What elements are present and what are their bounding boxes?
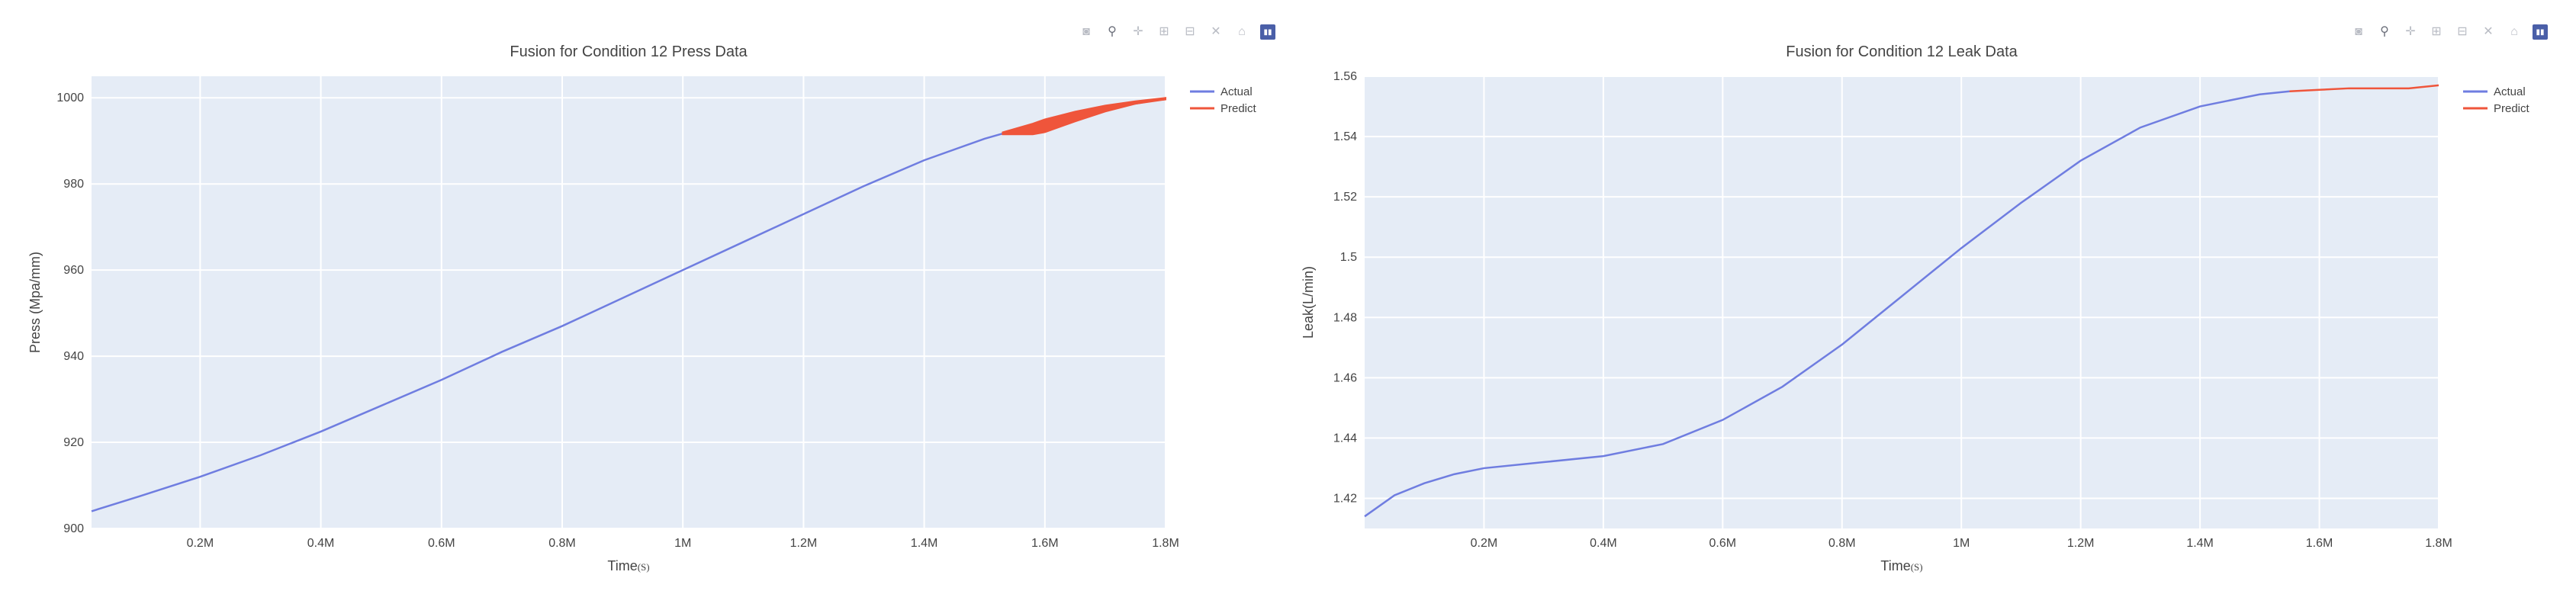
legend-label: Predict (2494, 102, 2530, 115)
legend-item-actual[interactable]: Actual (1190, 85, 1253, 98)
press-chart[interactable]: 0.2M 0.4M 0.6M 0.8M 1M 1.2M 1.4M 1.6M 1.8M 900 920… (0, 0, 1288, 587)
leak-chart-panel: ◙ ⚲ ✛ ⊞ ⊟ ✕ ⌂ ▮▮ 0.2M 0.4M 0.6M 0.8M 1M 1.2M 1.4M 1.6M… (1288, 0, 2576, 587)
x-tick-label: 1.2M (790, 537, 818, 550)
y-tick-label: 1.44 (1333, 432, 1357, 445)
autoscale-icon[interactable]: ✕ (2483, 25, 2494, 38)
x-tick-label: 0.6M (1709, 537, 1737, 550)
x-tick-label: 1.8M (2425, 537, 2452, 550)
y-tick-label: 940 (63, 350, 84, 363)
x-tick-label: 0.4M (307, 537, 335, 550)
zoom-out-icon[interactable]: ⊟ (2457, 25, 2468, 38)
press-chart-panel: ◙ ⚲ ✛ ⊞ ⊟ ✕ ⌂ ▮▮ 0.2M 0.4M 0.6M 0.8M 1M 1.2M 1.4M 1.6M… (0, 0, 1288, 587)
x-tick-label: 0.2M (1471, 537, 1498, 550)
legend-item-predict[interactable]: Predict (2463, 102, 2530, 115)
y-tick-label: 900 (63, 522, 84, 535)
pan-icon[interactable]: ✛ (1133, 25, 1143, 38)
plot-area[interactable] (92, 76, 1166, 528)
pan-icon[interactable]: ✛ (2405, 25, 2416, 38)
y-tick-label: 1000 (56, 92, 84, 104)
chart-title: Fusion for Condition 12 Press Data (510, 43, 748, 60)
series-actual-line[interactable] (91, 98, 1166, 512)
x-tick-label: 0.8M (548, 537, 576, 550)
y-axis-label: Leak(L/min) (1301, 266, 1316, 339)
legend-label: Predict (1220, 102, 1257, 115)
x-tick-label: 1M (1953, 537, 1970, 550)
x-tick-label: 0.2M (187, 537, 214, 550)
home-icon[interactable]: ⌂ (1238, 25, 1246, 38)
series-actual-line[interactable] (1364, 90, 2290, 518)
chart-title: Fusion for Condition 12 Leak Data (1786, 43, 2018, 60)
y-tick-label: 1.56 (1333, 70, 1357, 83)
zoom-in-icon[interactable]: ⊞ (1159, 25, 1169, 38)
x-tick-label: 1.8M (1152, 537, 1179, 550)
y-tick-label: 1.54 (1333, 130, 1357, 143)
series-predict-band[interactable] (1002, 97, 1166, 136)
home-icon[interactable]: ⌂ (2510, 25, 2518, 38)
y-tick-label: 1.52 (1333, 191, 1357, 204)
plotly-logo-icon[interactable]: ▮▮ (2533, 24, 2548, 40)
x-tick-label: 0.8M (1828, 537, 1856, 550)
zoom-icon[interactable]: ⚲ (2380, 25, 2389, 38)
y-axis-label: Press (Mpa/mm) (27, 252, 43, 353)
y-tick-label: 980 (63, 178, 84, 191)
x-axis-label: Time(S) (607, 558, 649, 573)
y-tick-label: 1.42 (1333, 492, 1357, 505)
y-tick-label: 920 (63, 436, 84, 449)
x-axis-label: Time(S) (1880, 558, 1922, 573)
x-tick-label: 0.6M (428, 537, 455, 550)
camera-icon[interactable]: ◙ (2355, 25, 2362, 38)
x-tick-label: 1.4M (2186, 537, 2214, 550)
autoscale-icon[interactable]: ✕ (1211, 25, 1221, 38)
leak-chart[interactable]: 0.2M 0.4M 0.6M 0.8M 1M 1.2M 1.4M 1.6M 1.8M 1.42 1.… (1288, 0, 2576, 587)
x-tick-label: 1.2M (2067, 537, 2095, 550)
y-tick-label: 960 (63, 264, 84, 277)
legend-label: Actual (1220, 85, 1253, 98)
legend-item-actual[interactable]: Actual (2463, 85, 2526, 98)
zoom-icon[interactable]: ⚲ (1108, 25, 1117, 38)
y-tick-label: 1.46 (1333, 371, 1357, 384)
modebar-left: ◙ ⚲ ✛ ⊞ ⊟ ✕ ⌂ ▮▮ (1079, 24, 1275, 40)
y-tick-label: 1.5 (1340, 251, 1357, 264)
x-tick-label: 1.6M (1031, 537, 1059, 550)
legend-item-predict[interactable]: Predict (1190, 102, 1257, 115)
camera-icon[interactable]: ◙ (1082, 25, 1090, 38)
plot-area[interactable] (1365, 76, 2439, 528)
x-tick-label: 1.4M (911, 537, 938, 550)
x-tick-label: 1M (674, 537, 691, 550)
x-tick-label: 0.4M (1590, 537, 1617, 550)
zoom-in-icon[interactable]: ⊞ (2431, 25, 2442, 38)
legend-label: Actual (2494, 85, 2526, 98)
plotly-logo-icon[interactable]: ▮▮ (1260, 24, 1275, 40)
x-tick-label: 1.6M (2306, 537, 2333, 550)
zoom-out-icon[interactable]: ⊟ (1185, 25, 1195, 38)
y-tick-label: 1.48 (1333, 311, 1357, 324)
modebar-right: ◙ ⚲ ✛ ⊞ ⊟ ✕ ⌂ ▮▮ (2351, 24, 2548, 40)
series-predict-line[interactable] (2289, 84, 2439, 93)
